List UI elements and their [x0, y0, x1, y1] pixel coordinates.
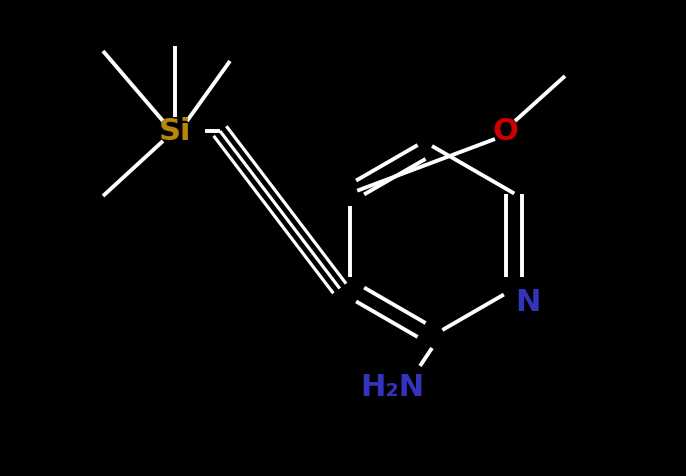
Text: H₂N: H₂N — [360, 374, 424, 403]
Text: O: O — [492, 117, 518, 146]
Text: Si: Si — [158, 117, 191, 146]
Text: N: N — [516, 288, 541, 317]
